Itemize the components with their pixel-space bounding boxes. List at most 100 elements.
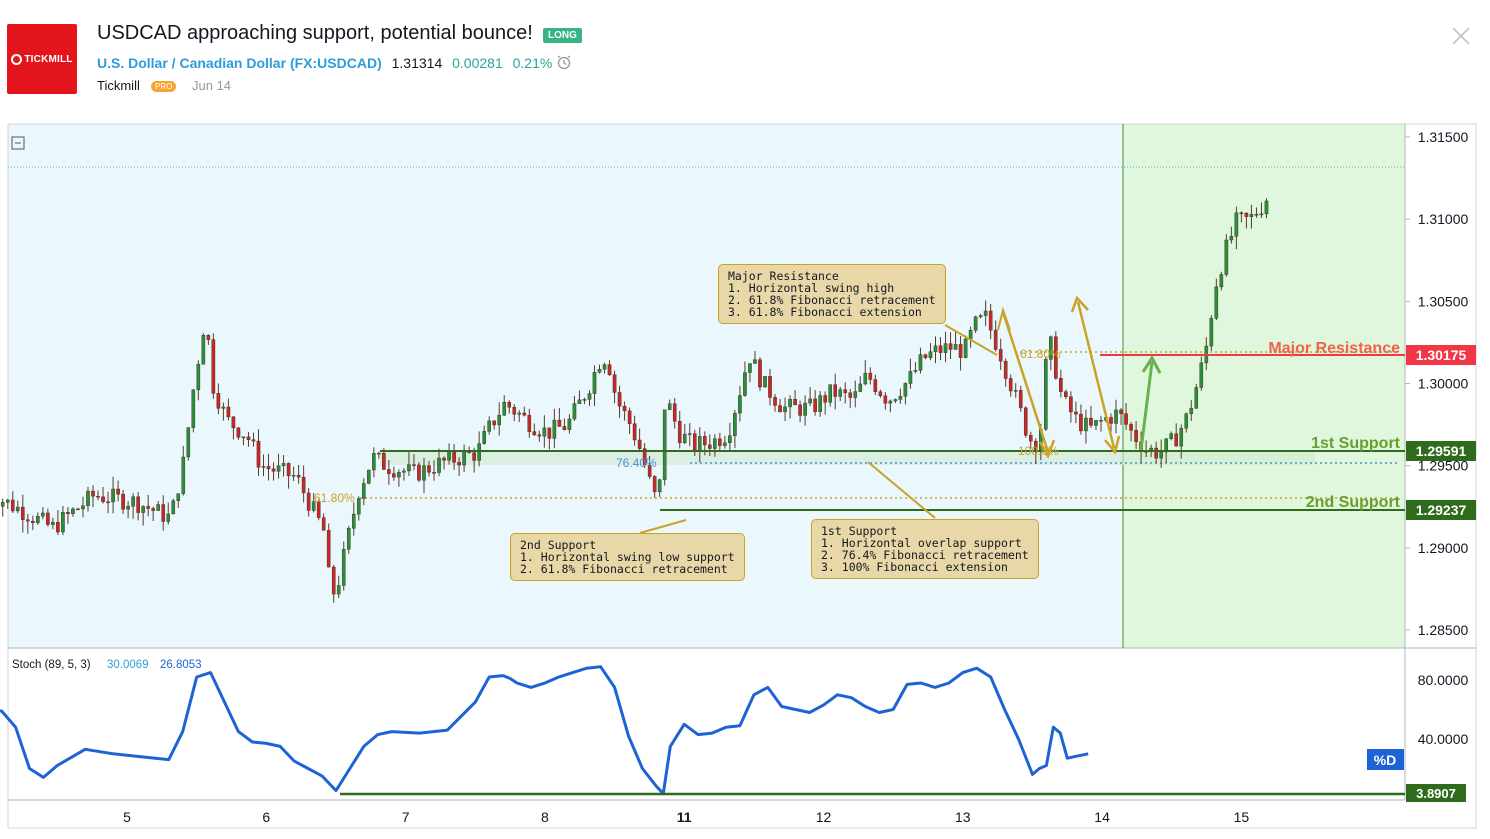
candle-body <box>718 438 722 446</box>
author-name[interactable]: Tickmill <box>97 78 140 93</box>
price-axis-label: 1.30500 <box>1418 293 1469 309</box>
candle-body <box>226 406 231 418</box>
candle-body <box>672 403 677 422</box>
candle-body <box>66 512 70 515</box>
symbol-line: U.S. Dollar / Canadian Dollar (FX:USDCAD… <box>97 55 552 71</box>
resistance-callout-pointer <box>944 324 998 356</box>
candle-body <box>447 451 451 461</box>
candle-body <box>958 344 963 358</box>
price-change-pct: 0.21% <box>512 55 553 71</box>
tickmill-logo[interactable]: TICKMILL <box>7 24 77 94</box>
candle-body <box>231 416 236 429</box>
candle-body <box>1124 413 1128 425</box>
candle-body <box>331 566 336 595</box>
logo-text: TICKMILL <box>24 53 73 65</box>
candle-body <box>221 406 226 409</box>
candle-body <box>51 522 55 525</box>
candle-body <box>542 427 547 437</box>
close-icon[interactable] <box>1450 25 1472 47</box>
candle-body <box>432 472 436 474</box>
candle-body <box>823 395 827 403</box>
stoch-axis[interactable]: 80.0000 40.0000 <box>1418 672 1469 747</box>
candle-body <box>146 506 150 509</box>
stoch-legend-name[interactable]: Stoch (89, 5, 3) <box>12 659 91 671</box>
stoch-axis-label: 80.0000 <box>1418 672 1469 688</box>
candle-body <box>783 406 787 413</box>
candle-body <box>61 512 65 533</box>
first-support-price-text: 1.29591 <box>1416 443 1467 459</box>
price-axis[interactable]: 1.31500 1.31000 1.30500 1.30000 1.29500 1.290… <box>1405 129 1469 638</box>
candle-body <box>687 433 692 435</box>
symbol-name-link[interactable]: U.S. Dollar / Canadian Dollar <box>97 55 287 71</box>
candle-body <box>472 452 476 461</box>
idea-title: USDCAD approaching support, potential bo… <box>97 22 533 44</box>
alarm-clock-icon[interactable] <box>556 54 572 70</box>
fib-61-label-a: 61.80% <box>314 491 355 505</box>
candle-body <box>1179 428 1184 447</box>
swing-arrow-double-head-top <box>1070 295 1089 313</box>
target-zone-bg <box>1123 124 1405 648</box>
fib-61-label-b: 61.80% <box>1020 347 1061 361</box>
candle-body <box>1154 447 1158 459</box>
price-axis-label: 1.31000 <box>1418 211 1469 227</box>
candle-body <box>1184 413 1189 429</box>
candle-body <box>572 403 577 420</box>
candle-body <box>1239 212 1244 215</box>
candle-body <box>667 403 672 410</box>
candle-body <box>607 364 612 375</box>
tickmill-mark-icon <box>11 53 23 65</box>
candle-body <box>341 549 346 586</box>
time-axis[interactable]: 5 6 7 8 11 12 13 14 15 <box>123 809 1249 825</box>
candle-body <box>487 420 491 432</box>
candle-body <box>1244 212 1249 217</box>
time-axis-label: 6 <box>262 809 270 825</box>
stoch-level-tag <box>1406 784 1466 802</box>
candle-body <box>362 483 366 499</box>
candle-body <box>883 395 888 404</box>
candle-body <box>983 310 988 316</box>
swing-arrow-down <box>1001 311 1050 453</box>
candle-body <box>1079 413 1083 432</box>
candle-body <box>201 335 206 365</box>
candle-body <box>552 419 557 439</box>
candle-body <box>1023 407 1028 436</box>
candle-body <box>136 496 140 513</box>
candle-body <box>1084 417 1088 432</box>
candle-body <box>412 464 416 466</box>
callout-1st-pointer <box>867 461 936 519</box>
candle-body <box>372 453 376 471</box>
candle-body <box>853 391 858 398</box>
time-axis-label: 5 <box>123 809 131 825</box>
candle-body <box>161 504 166 522</box>
candle-body <box>803 402 807 416</box>
candle-body <box>251 439 256 442</box>
pro-badge: PRO <box>151 81 177 92</box>
candle-body <box>502 402 507 416</box>
major-resistance-label: Major Resistance <box>1268 340 1400 357</box>
candle-body <box>878 391 883 397</box>
collapse-pane-icon[interactable] <box>11 136 25 150</box>
candle-body <box>793 399 797 406</box>
price-axis-label: 1.30000 <box>1418 376 1469 392</box>
candlestick-series <box>0 198 1269 603</box>
symbol-code-link[interactable]: (FX:USDCAD) <box>290 55 382 71</box>
candle-body <box>748 363 752 373</box>
candle-body <box>733 412 737 436</box>
candle-body <box>291 475 296 477</box>
candle-body <box>512 407 517 415</box>
stoch-line <box>0 665 1089 796</box>
candle-body <box>998 349 1003 362</box>
candle-body <box>126 506 130 510</box>
candle-body <box>1008 378 1013 392</box>
candle-body <box>91 490 95 497</box>
price-axis-label: 1.28500 <box>1418 622 1469 638</box>
resistance-callout-tick <box>997 306 1011 331</box>
candle-body <box>592 372 597 394</box>
support-overlap-zone <box>380 451 1315 465</box>
candle-body <box>26 519 30 522</box>
price-axis-label: 1.29500 <box>1418 458 1469 474</box>
candle-body <box>587 393 592 400</box>
candle-body <box>1134 430 1138 443</box>
candle-body <box>698 436 702 452</box>
